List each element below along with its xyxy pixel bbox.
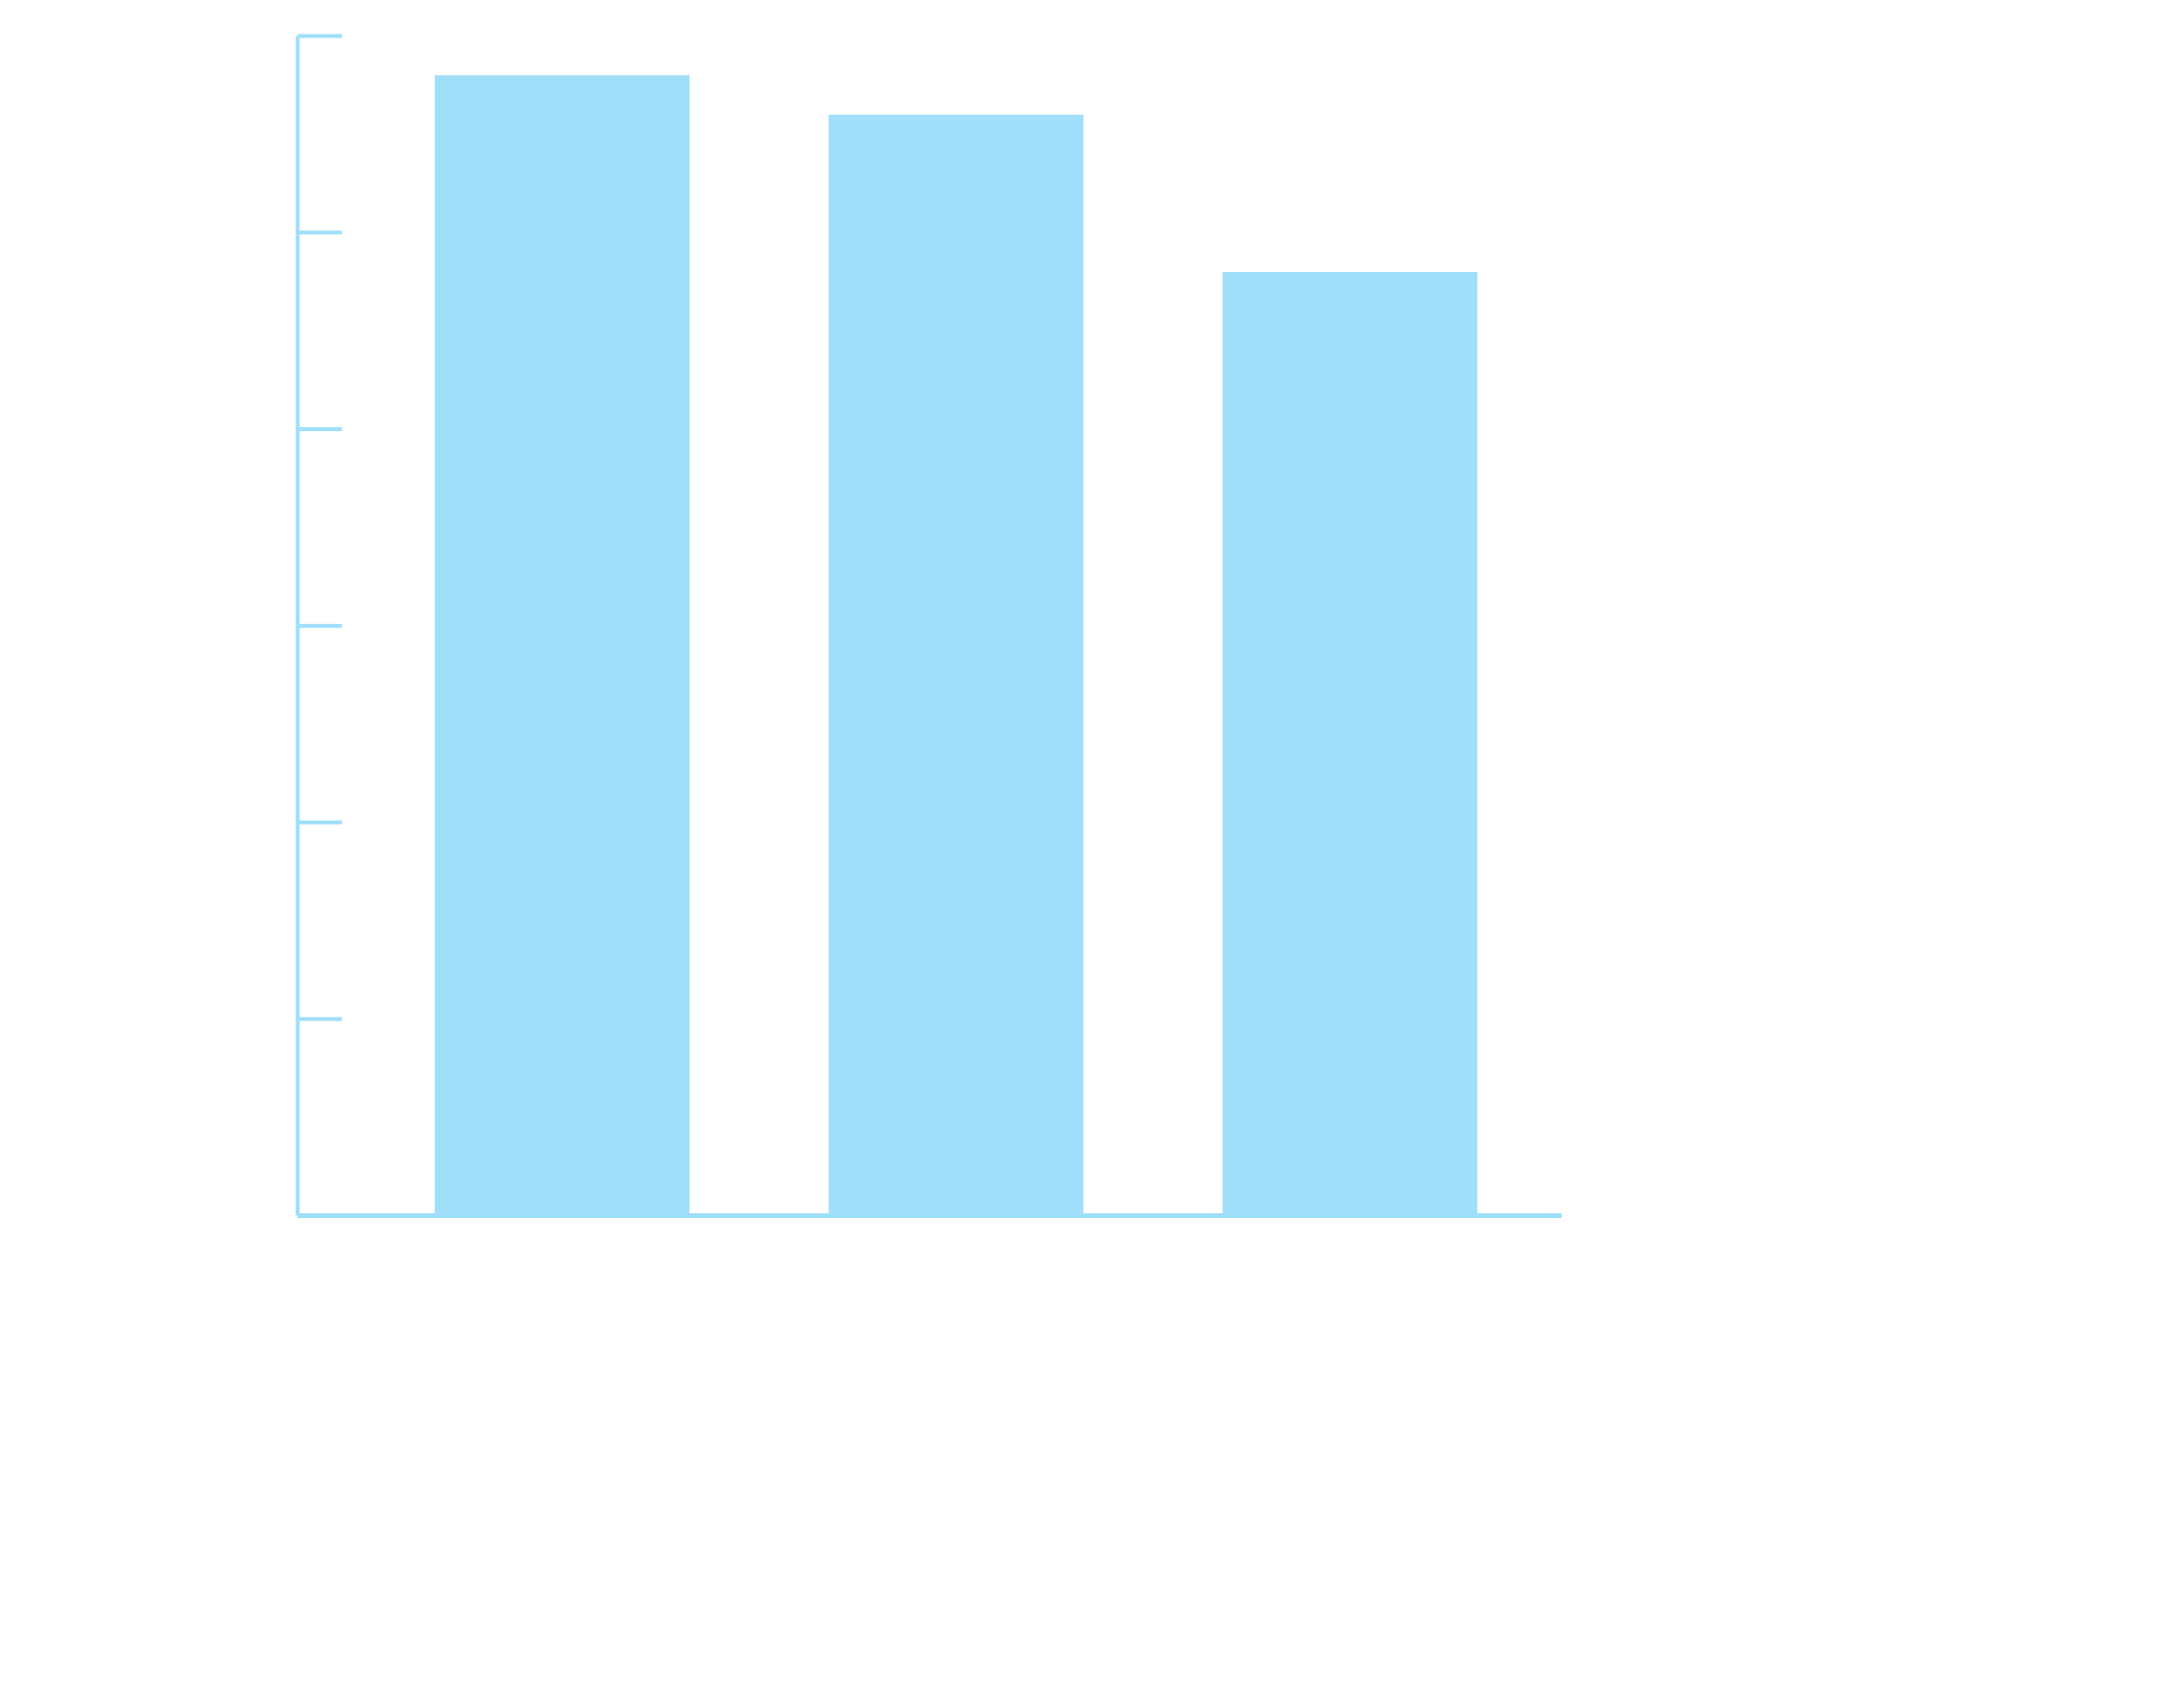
bar (1222, 271, 1478, 1216)
bar (828, 114, 1084, 1216)
bar (434, 75, 690, 1216)
